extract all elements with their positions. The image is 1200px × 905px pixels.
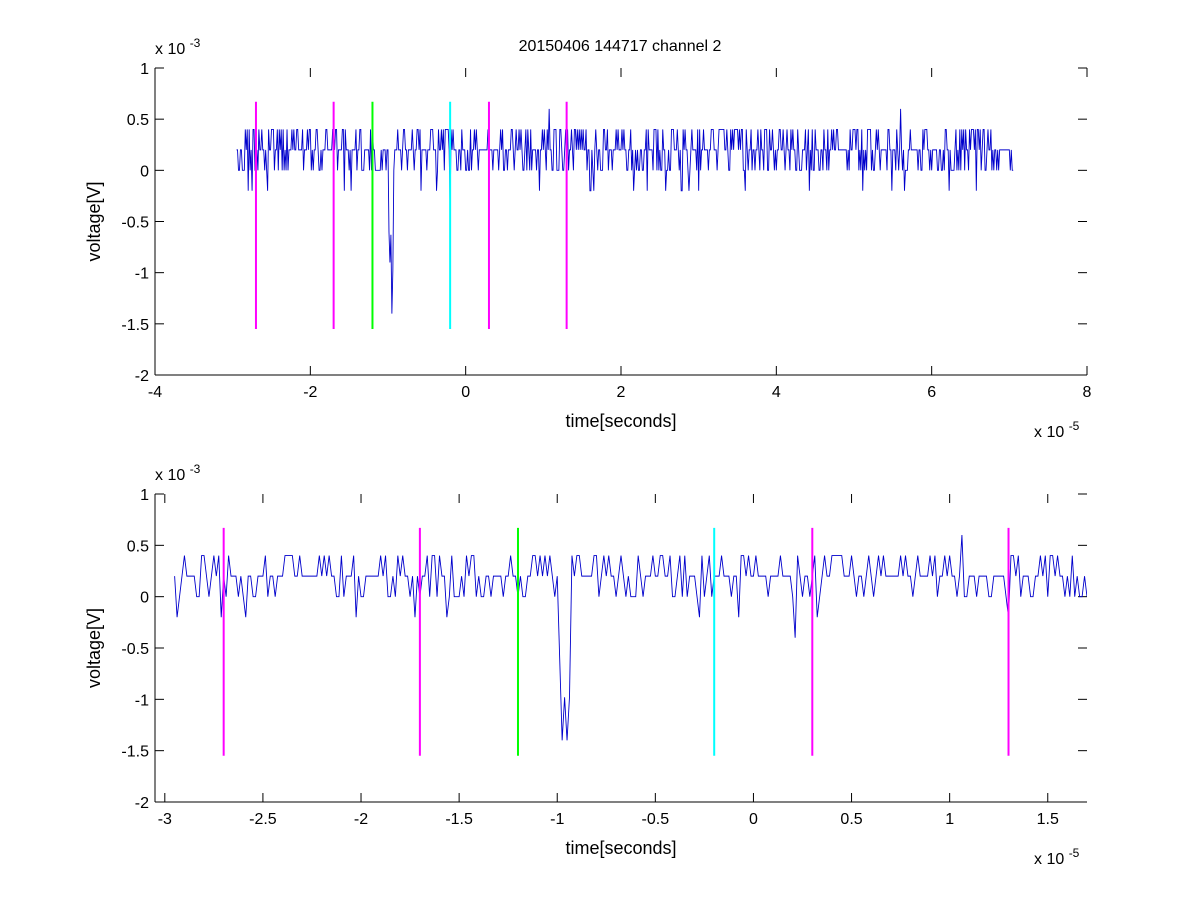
signal-trace — [174, 535, 1087, 741]
x-tick-label: -1 — [550, 811, 564, 828]
x-tick-label: 2 — [617, 384, 626, 401]
y-axis-label: voltage[V] — [84, 608, 104, 688]
y-tick-label: 0.5 — [127, 538, 149, 555]
x-tick-label: -1.5 — [445, 811, 473, 828]
y-axis-label: voltage[V] — [84, 181, 104, 261]
y-tick-label: -1 — [135, 692, 149, 709]
x-tick-label: 0 — [461, 384, 470, 401]
x-exponent-label: x 10 -5 — [1034, 419, 1080, 441]
figure-title: 20150406 144717 channel 2 — [519, 38, 722, 55]
y-tick-label: -2 — [135, 795, 149, 812]
x-tick-label: 4 — [772, 384, 781, 401]
y-tick-label: 0.5 — [127, 112, 149, 129]
y-tick-label: -2 — [135, 368, 149, 385]
x-exponent-label: x 10 -5 — [1034, 846, 1080, 868]
x-tick-label: -2 — [303, 384, 317, 401]
y-tick-label: 1 — [140, 61, 149, 78]
y-tick-label: 0 — [140, 590, 149, 607]
y-exponent-label: x 10 -3 — [155, 36, 201, 58]
x-axis-label: time[seconds] — [565, 411, 676, 431]
y-tick-label: 0 — [140, 163, 149, 180]
x-tick-label: 8 — [1083, 384, 1092, 401]
x-tick-label: -0.5 — [642, 811, 670, 828]
y-tick-label: -0.5 — [121, 215, 149, 232]
top-plot: -4 -2 0 2 4 6 8-2-1.5-1-0.500.51time[seconds]v… — [84, 36, 1092, 441]
y-tick-label: -1.5 — [121, 744, 149, 761]
bottom-plot: -3 -2.5 -2 -1.5 -1 -0.5 0 0.5 1 1.5 -2 -1.5 -1 -0.5 0 0… — [84, 462, 1087, 868]
y-tick-label: -1.5 — [121, 317, 149, 334]
x-tick-label: 1 — [945, 811, 954, 828]
x-tick-label: 1.5 — [1037, 811, 1059, 828]
y-exponent-label: x 10 -3 — [155, 462, 201, 484]
x-tick-label: 0 — [749, 811, 758, 828]
y-tick-label: -0.5 — [121, 641, 149, 658]
x-tick-label: 6 — [927, 384, 936, 401]
x-tick-label: -4 — [148, 384, 162, 401]
x-tick-label: -3 — [158, 811, 172, 828]
x-tick-label: 0.5 — [840, 811, 862, 828]
y-tick-label: -1 — [135, 266, 149, 283]
signal-trace — [236, 108, 1014, 314]
x-tick-label: -2.5 — [249, 811, 277, 828]
y-tick-label: 1 — [140, 487, 149, 504]
x-axis-label: time[seconds] — [565, 838, 676, 858]
x-tick-label: -2 — [354, 811, 368, 828]
